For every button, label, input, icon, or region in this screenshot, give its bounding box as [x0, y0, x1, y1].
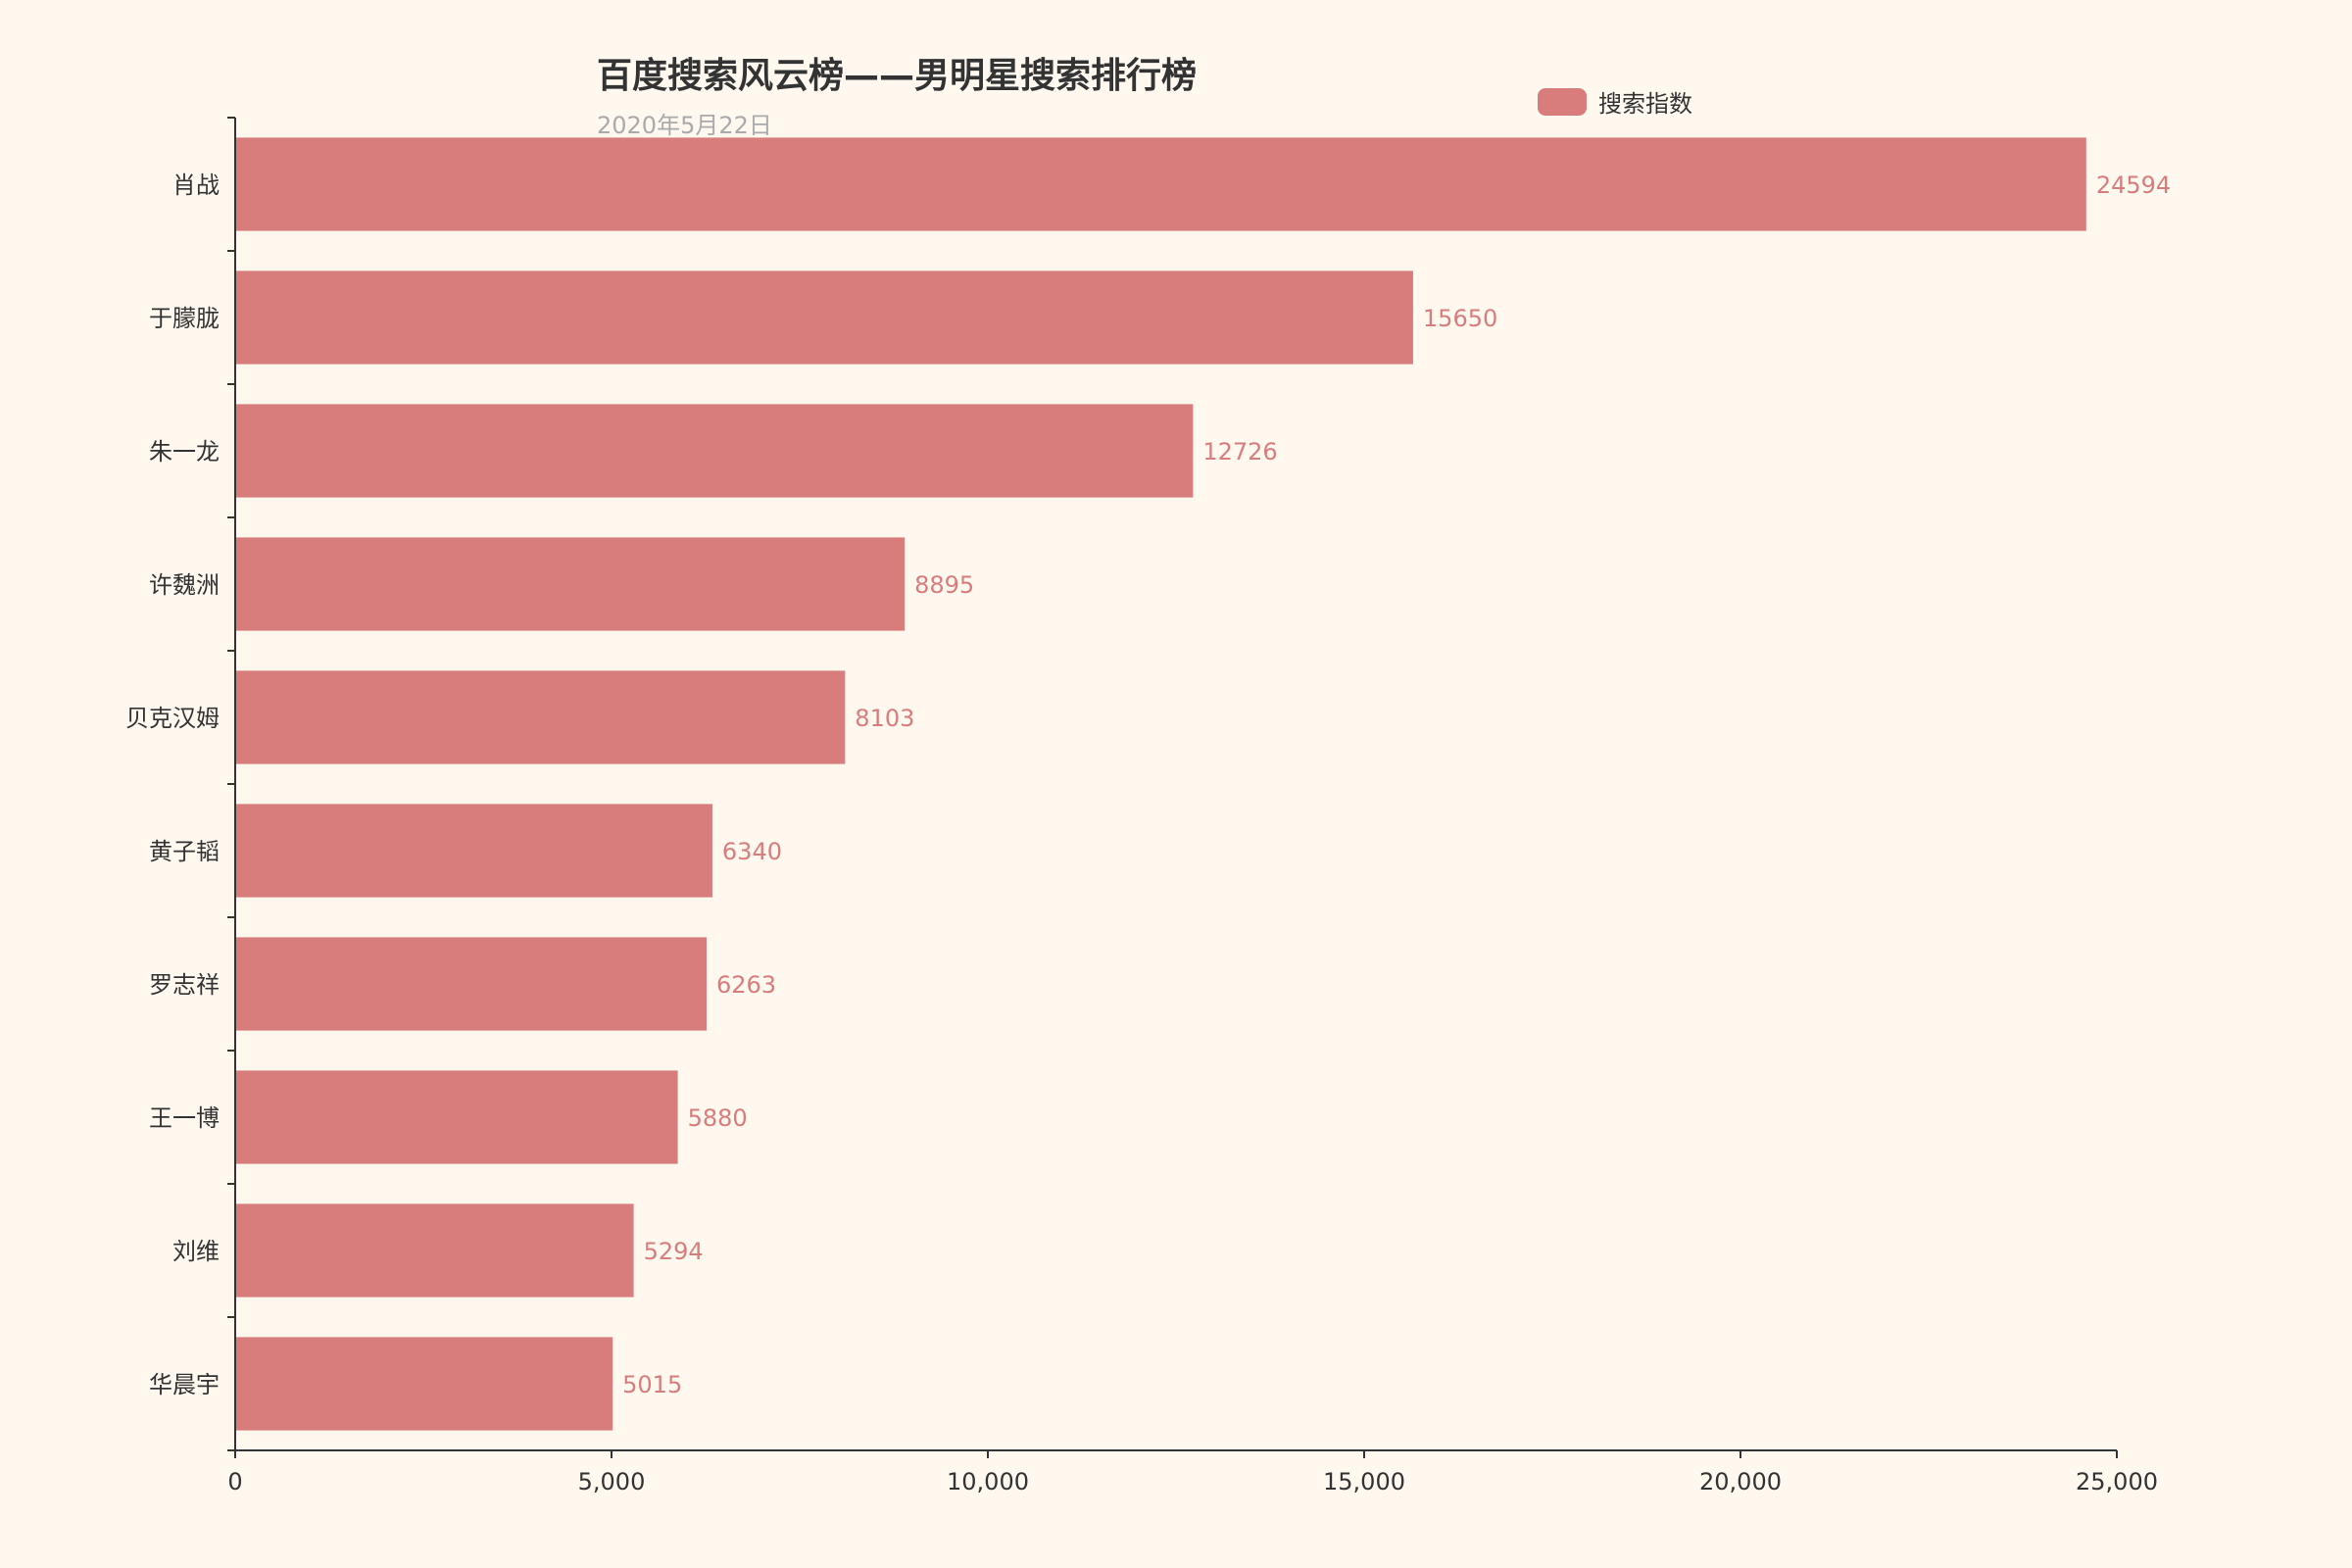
- y-tick-label: 黄子韬: [149, 838, 220, 865]
- x-tick-label: 15,000: [1323, 1468, 1405, 1495]
- x-tick-label: 20,000: [1699, 1468, 1782, 1495]
- bar[interactable]: [235, 537, 906, 631]
- legend[interactable]: 搜索指数: [1538, 84, 1692, 119]
- legend-label: 搜索指数: [1598, 90, 1692, 118]
- data-label: 12726: [1202, 438, 1277, 466]
- y-tick-label: 朱一龙: [149, 438, 220, 466]
- y-tick-label: 于朦胧: [149, 305, 220, 332]
- y-tick-label: 许魏洲: [149, 571, 220, 599]
- bar[interactable]: [235, 1203, 634, 1298]
- x-tick-label: 0: [227, 1468, 242, 1495]
- y-tick-label: 王一博: [149, 1104, 220, 1132]
- data-label: 8103: [855, 705, 914, 732]
- bar[interactable]: [235, 137, 2086, 231]
- bar[interactable]: [235, 1337, 613, 1431]
- legend-swatch: [1538, 87, 1587, 116]
- data-label: 5015: [622, 1371, 682, 1398]
- y-tick-label: 肖战: [172, 172, 220, 199]
- bar[interactable]: [235, 1070, 678, 1164]
- x-tick-label: 10,000: [947, 1468, 1029, 1495]
- bar[interactable]: [235, 670, 846, 764]
- data-label: 5294: [644, 1238, 704, 1265]
- bar[interactable]: [235, 937, 707, 1031]
- chart-title: 百度搜索风云榜——男明星搜索排行榜: [597, 56, 1198, 96]
- bar[interactable]: [235, 270, 1413, 365]
- data-label: 5880: [688, 1104, 748, 1132]
- chart-subtitle: 2020年5月22日: [597, 112, 772, 139]
- data-label: 15650: [1423, 305, 1497, 332]
- data-label: 24594: [2096, 172, 2171, 199]
- x-tick-label: 25,000: [2076, 1468, 2158, 1495]
- y-tick-label: 华晨宇: [149, 1371, 220, 1398]
- bar[interactable]: [235, 804, 712, 898]
- data-label: 8895: [914, 571, 974, 599]
- y-tick-label: 贝克汉姆: [125, 705, 220, 732]
- data-label: 6340: [722, 838, 782, 865]
- data-label: 6263: [716, 971, 776, 999]
- y-tick-label: 罗志祥: [149, 971, 220, 999]
- y-tick-label: 刘维: [172, 1238, 220, 1265]
- x-tick-label: 5,000: [578, 1468, 646, 1495]
- bar[interactable]: [235, 404, 1194, 498]
